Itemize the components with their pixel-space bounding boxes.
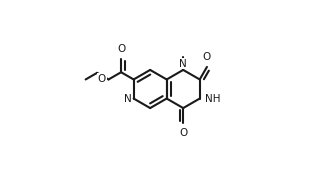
Text: N: N bbox=[124, 93, 132, 104]
Text: O: O bbox=[117, 44, 125, 54]
Text: NH: NH bbox=[205, 93, 220, 104]
Text: O: O bbox=[98, 74, 106, 84]
Text: O: O bbox=[179, 128, 187, 138]
Text: N: N bbox=[179, 59, 187, 69]
Text: O: O bbox=[203, 52, 211, 62]
